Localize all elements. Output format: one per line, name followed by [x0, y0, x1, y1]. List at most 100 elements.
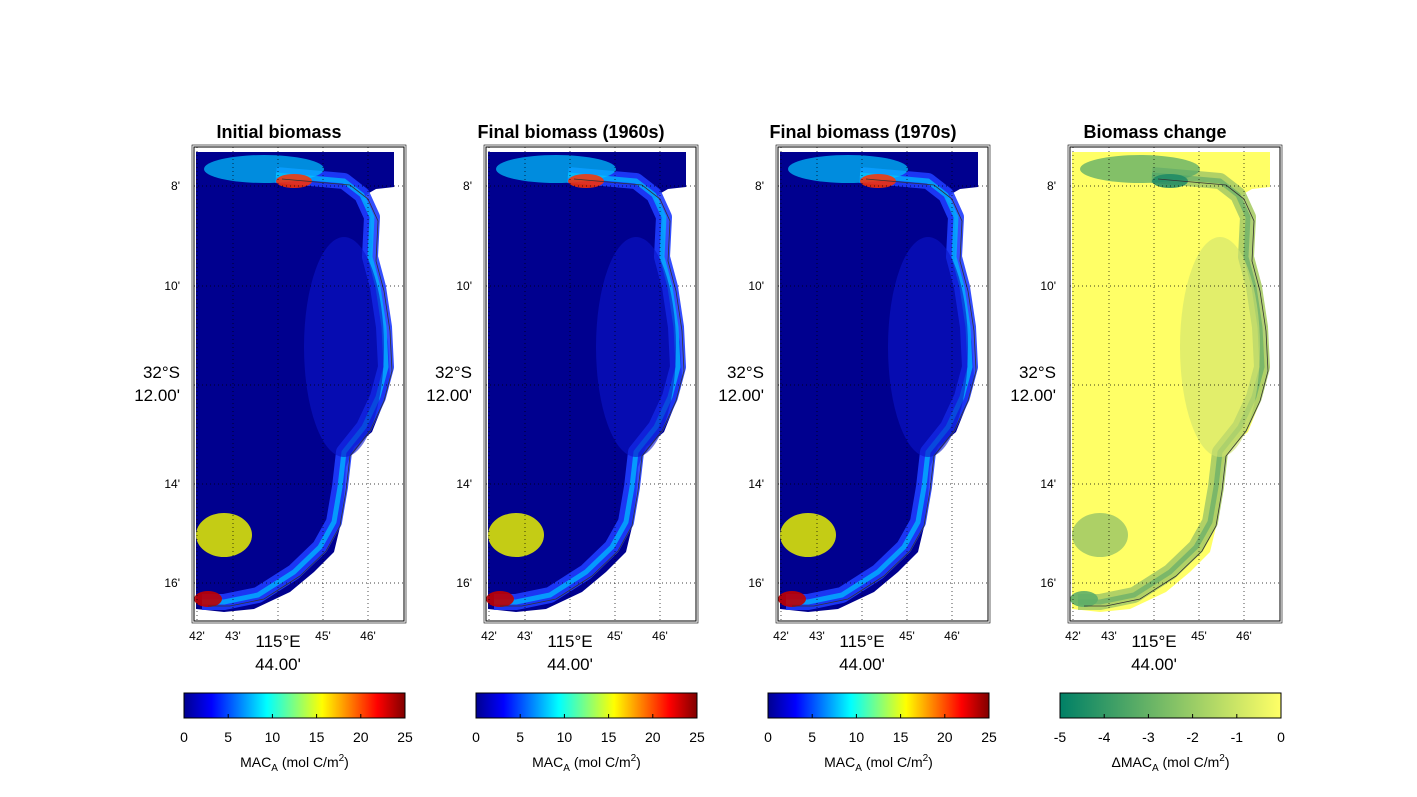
- lon-tick-label: 42': [1065, 629, 1081, 643]
- colorbar-4: -5 -4 -3 -2 -1 0 ΔMACA (mol C/m2): [1054, 692, 1285, 774]
- panel-title: Final biomass (1960s): [477, 122, 664, 142]
- coastline: [1084, 178, 1269, 607]
- lon-tick-label: 46': [360, 629, 376, 643]
- south-hotspot: [196, 513, 252, 557]
- lat-tick-label: 14': [748, 477, 764, 491]
- lat-tick-label: 8': [171, 179, 180, 193]
- lat-tick-label: 8': [463, 179, 472, 193]
- lat-degree-label: 32°S: [1019, 363, 1056, 382]
- south-hotspot: [780, 513, 836, 557]
- lon-tick-label: 42': [189, 629, 205, 643]
- lon-degree-label: 115°E: [547, 632, 592, 651]
- colorbar-tick-label: 5: [808, 729, 816, 745]
- coastline: [792, 178, 977, 607]
- colorbar-label: MACA (mol C/m2): [532, 753, 641, 774]
- colorbar-tick-label: 0: [180, 729, 188, 745]
- lat-tick-label: 10': [1040, 279, 1056, 293]
- colorbar-label: MACA (mol C/m2): [824, 753, 933, 774]
- lat-tick-label: 12.00': [1010, 386, 1056, 405]
- south-hotspot: [488, 513, 544, 557]
- lat-tick-label: 10': [748, 279, 764, 293]
- lon-tick-label: 44.00': [547, 655, 593, 674]
- lon-tick-label: 44.00': [255, 655, 301, 674]
- lon-tick-label: 43': [517, 629, 533, 643]
- lon-degree-label: 115°E: [255, 632, 300, 651]
- lon-tick-label: 44.00': [839, 655, 885, 674]
- panel-title: Final biomass (1970s): [769, 122, 956, 142]
- lat-tick-label: 10': [164, 279, 180, 293]
- colorbar-tick-label: 25: [397, 729, 413, 745]
- colorbar-tick-label: 20: [353, 729, 369, 745]
- colorbar-tick-label: 25: [981, 729, 997, 745]
- colorbar-3: 0 5 10 15 20 25 MACA (mol C/m2): [764, 692, 997, 774]
- coastline: [208, 178, 393, 607]
- map-panel-1: Initial biomass 8' 10' 32°S 12.00' 14' 16' 42' 4…: [134, 122, 407, 674]
- lat-degree-label: 32°S: [435, 363, 472, 382]
- colorbar-tick-label: -1: [1231, 729, 1244, 745]
- lat-tick-label: 8': [755, 179, 764, 193]
- colorbar-tick-label: 5: [224, 729, 232, 745]
- colorbar-tick-label: 25: [689, 729, 705, 745]
- colorbar-tick-label: 20: [645, 729, 661, 745]
- panel-title: Initial biomass: [216, 122, 341, 142]
- shelf-region: [888, 237, 968, 457]
- lon-tick-label: 42': [481, 629, 497, 643]
- colorbar-tick-label: 0: [764, 729, 772, 745]
- south-hotspot: [1072, 513, 1128, 557]
- lon-tick-label: 45': [1191, 629, 1207, 643]
- south-peak: [1070, 591, 1098, 607]
- colorbar-gradient: [767, 692, 990, 719]
- map-panel-2: Final biomass (1960s) 8' 10' 32°S 12.00' 14' 1…: [426, 122, 699, 674]
- lon-degree-label: 115°E: [839, 632, 884, 651]
- colorbar-tick-label: 0: [472, 729, 480, 745]
- shelf-region: [596, 237, 676, 457]
- colorbar-gradient: [183, 692, 406, 719]
- colorbar-tick-label: 10: [849, 729, 865, 745]
- map-panel-3: Final biomass (1970s) 8' 10' 32°S 12.00' 14' 1…: [718, 122, 991, 674]
- colorbar-tick-label: 15: [601, 729, 617, 745]
- colorbar-tick-label: 5: [516, 729, 524, 745]
- map-frame-outer: [775, 144, 991, 624]
- lon-tick-label: 45': [899, 629, 915, 643]
- lon-tick-label: 44.00': [1131, 655, 1177, 674]
- map-frame: [485, 146, 697, 622]
- lat-tick-label: 8': [1047, 179, 1056, 193]
- lat-tick-label: 14': [456, 477, 472, 491]
- north-peak: [1152, 174, 1188, 188]
- map-frame: [193, 146, 405, 622]
- colorbar-tick-label: -4: [1098, 729, 1111, 745]
- lat-degree-label: 32°S: [143, 363, 180, 382]
- map-frame: [777, 146, 989, 622]
- colorbar-tick-label: -5: [1054, 729, 1067, 745]
- lat-tick-label: 16': [164, 576, 180, 590]
- colorbar-gradient: [1059, 692, 1282, 719]
- lat-degree-label: 32°S: [727, 363, 764, 382]
- lon-tick-label: 43': [809, 629, 825, 643]
- lat-tick-label: 12.00': [718, 386, 764, 405]
- colorbar-tick-label: -2: [1186, 729, 1199, 745]
- lon-tick-label: 43': [225, 629, 241, 643]
- south-peak: [194, 591, 222, 607]
- shelf-region: [304, 237, 384, 457]
- lon-tick-label: 45': [315, 629, 331, 643]
- coastline: [500, 178, 685, 607]
- lat-tick-label: 14': [164, 477, 180, 491]
- lat-tick-label: 14': [1040, 477, 1056, 491]
- lat-tick-label: 10': [456, 279, 472, 293]
- lon-tick-label: 46': [1236, 629, 1252, 643]
- north-peak: [276, 174, 312, 188]
- colorbar-tick-label: 15: [309, 729, 325, 745]
- lon-tick-label: 46': [944, 629, 960, 643]
- colorbar-2: 0 5 10 15 20 25 MACA (mol C/m2): [472, 692, 705, 774]
- lon-tick-label: 42': [773, 629, 789, 643]
- colorbar-tick-label: 15: [893, 729, 909, 745]
- map-frame: [1069, 146, 1281, 622]
- colorbar-label: ΔMACA (mol C/m2): [1111, 753, 1229, 774]
- lat-tick-label: 12.00': [134, 386, 180, 405]
- lat-tick-label: 16': [748, 576, 764, 590]
- north-peak: [568, 174, 604, 188]
- lat-tick-label: 16': [456, 576, 472, 590]
- shelf-region: [1180, 237, 1260, 457]
- lon-tick-label: 46': [652, 629, 668, 643]
